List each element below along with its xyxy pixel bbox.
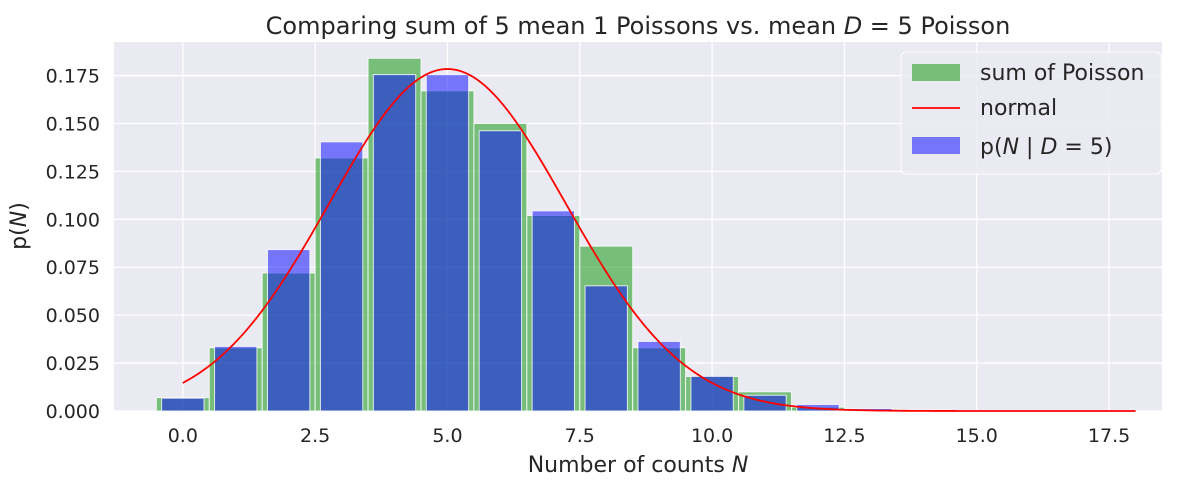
y-tick-label-2: 0.050 (46, 305, 100, 327)
y-tick-label-5: 0.125 (46, 161, 100, 183)
legend-frame (900, 51, 1162, 175)
y-tick-label-0: 0.000 (46, 401, 100, 423)
bar-poisson-d5-2 (266, 249, 311, 412)
legend-swatch-sum-of-poisson (912, 64, 960, 81)
y-tick-label-1: 0.025 (46, 353, 100, 375)
x-tick-label-0: 0.0 (168, 425, 198, 447)
chart-title: Comparing sum of 5 mean 1 Poissons vs. m… (266, 12, 1011, 40)
bar-poisson-d5-4 (372, 74, 417, 412)
bar-poisson-d5-0 (161, 397, 205, 412)
x-tick-label-3: 7.5 (565, 425, 595, 447)
bar-poisson-d5-8 (584, 285, 628, 412)
x-tick-label-6: 15.0 (956, 425, 998, 447)
y-tick-label-3: 0.075 (46, 257, 100, 279)
x-tick-label-7: 17.5 (1088, 425, 1130, 447)
y-tick-labels: 0.000 0.025 0.050 0.075 0.100 0.125 0.150 0.175 (46, 66, 100, 423)
legend: sum of Poisson normal p(N | D = 5) (900, 51, 1162, 175)
legend-label-sum-of-poisson: sum of Poisson (980, 61, 1144, 86)
bar-poisson-d5-10 (690, 375, 734, 412)
x-tick-label-5: 12.5 (823, 425, 865, 447)
y-axis-label: p(N) (7, 202, 32, 250)
bar-poisson-d5-5 (425, 74, 470, 412)
normal-curve-layer (182, 68, 1136, 412)
normal-curve-line (182, 68, 1136, 412)
x-tick-label-4: 10.0 (691, 425, 733, 447)
bar-poisson-d5-3 (319, 141, 364, 412)
legend-label-normal: normal (980, 96, 1057, 121)
bars-poisson-d5 (161, 74, 1052, 412)
y-tick-label-7: 0.175 (46, 66, 100, 88)
x-axis-label: Number of counts N (528, 453, 749, 478)
y-tick-label-4: 0.100 (46, 209, 100, 231)
legend-label-poisson-d5: p(N | D = 5) (980, 135, 1112, 160)
legend-swatch-poisson-d5 (912, 137, 960, 154)
bar-poisson-d5-9 (637, 340, 681, 412)
x-tick-label-2: 5.0 (432, 425, 462, 447)
bar-poisson-d5-1 (214, 345, 258, 412)
bar-poisson-d5-6 (478, 130, 523, 412)
bar-poisson-d5-7 (531, 210, 575, 412)
y-tick-label-6: 0.150 (46, 113, 100, 135)
x-tick-labels: 0.0 2.5 5.0 7.5 10.0 12.5 15.0 17.5 (168, 425, 1131, 447)
x-tick-label-1: 2.5 (300, 425, 330, 447)
